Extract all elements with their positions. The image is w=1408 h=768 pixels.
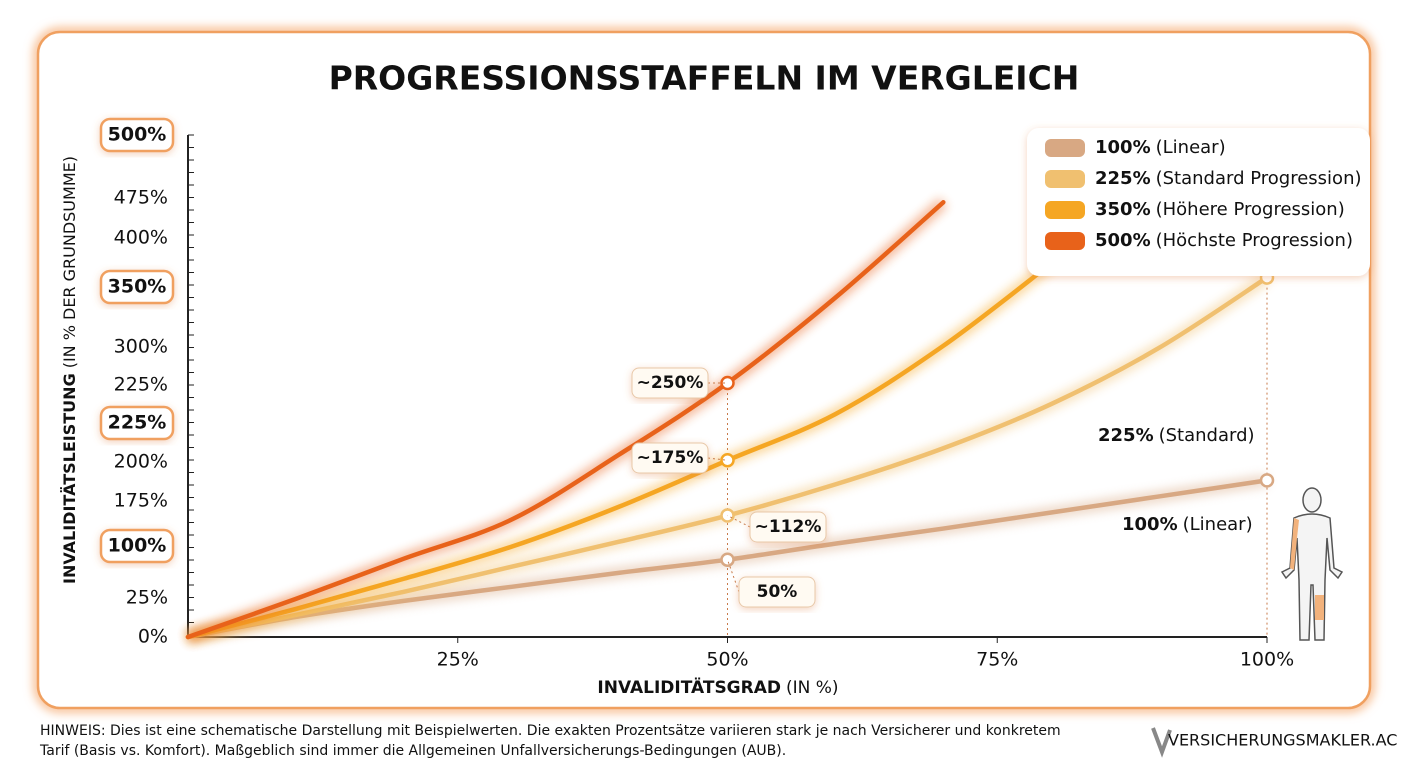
annotation-box	[631, 442, 709, 474]
annotation: ~112%	[755, 517, 822, 537]
point-marker	[720, 375, 735, 391]
legend-swatch	[1045, 232, 1085, 250]
end-label: 225% (Standard)	[1098, 425, 1255, 446]
y-tick-label: 400%	[114, 227, 168, 249]
x-axis-title-part: (IN %)	[786, 678, 839, 698]
end-label-value: 225%	[1098, 425, 1154, 446]
annotation: ~250%	[637, 373, 704, 393]
end-label-text: (Standard)	[1159, 425, 1255, 446]
point-marker	[1259, 473, 1275, 488]
annotation-box	[631, 367, 709, 399]
y-tick-label: 475%	[114, 187, 168, 209]
callout	[727, 559, 740, 593]
y-tick-label: 100%	[108, 535, 167, 557]
annotation-box	[749, 511, 827, 543]
plot: 500% 475% 400% 350% 300% 225% 225% 200% 175% 100%…	[60, 117, 1370, 698]
point-marker	[720, 453, 735, 468]
legend-swatch	[1045, 139, 1085, 157]
legend-name: (Höhere Progression)	[1156, 199, 1345, 220]
legend-entry: 100% (Linear)	[1095, 137, 1226, 158]
legend-box	[1027, 128, 1370, 276]
series-line	[185, 200, 946, 640]
x-axis-title: INVALIDITÄTSGRAD (IN %)	[597, 676, 838, 698]
y-tick-label: 500%	[108, 124, 167, 146]
brand-logo	[1151, 727, 1172, 758]
x-axis-title-part: INVALIDITÄTSGRAD	[597, 676, 781, 698]
callout	[707, 457, 728, 461]
note-line: Tarif (Basis vs. Komfort). Maßgeblich si…	[39, 743, 786, 759]
y-tick-label: 0%	[138, 626, 168, 648]
tick-badge	[99, 117, 175, 153]
legend-entry: 350% (Höhere Progression)	[1095, 199, 1345, 220]
y-tick-label: 225%	[108, 412, 167, 434]
y-tick-label: 25%	[126, 587, 168, 609]
x-tick-label: 75%	[976, 649, 1018, 671]
legend-value: 350%	[1095, 199, 1151, 220]
legend-entry: 225% (Standard Progression)	[1095, 168, 1362, 189]
end-label-value: 100%	[1122, 514, 1178, 535]
legend-name: (Standard Progression)	[1156, 168, 1362, 189]
chart-title: PROGRESSIONSSTAFFELN IM VERGLEICH	[329, 59, 1080, 98]
legend-value: 500%	[1095, 230, 1151, 251]
legend-swatch	[1045, 201, 1085, 219]
end-label-text: (Linear)	[1183, 514, 1253, 535]
y-tick-label: 350%	[108, 276, 167, 298]
callout	[727, 515, 751, 528]
end-label: 100% (Linear)	[1122, 514, 1253, 535]
y-tick-label: 225%	[114, 374, 168, 396]
legend-value: 100%	[1095, 137, 1151, 158]
tick-badge	[99, 405, 175, 441]
x-tick-label: 50%	[706, 649, 748, 671]
annotation-box	[738, 576, 816, 608]
legend-name: (Höchste Progression)	[1156, 230, 1353, 251]
legend-value: 225%	[1095, 168, 1151, 189]
annotation: 50%	[757, 582, 798, 602]
y-tick-label: 300%	[114, 336, 168, 358]
annotation: ~175%	[637, 448, 704, 468]
y-axis-title: INVALIDITÄTSLEISTUNG (IN % DER GRUNDSUMME…	[60, 156, 79, 584]
y-tick-label: 175%	[114, 490, 168, 512]
y-axis-title-part: (IN % DER GRUNDSUMME)	[60, 156, 79, 368]
note-line: HINWEIS: Dies ist eine schematische Dars…	[40, 723, 1061, 739]
tick-badge	[99, 269, 175, 305]
tick-badge	[99, 528, 175, 564]
x-tick-label: 25%	[437, 649, 479, 671]
series-line	[185, 261, 1054, 640]
x-tick-label: 100%	[1240, 649, 1294, 671]
legend-swatch	[1045, 170, 1085, 188]
y-axis-title-part: INVALIDITÄTSLEISTUNG	[60, 373, 79, 584]
brand: VERSICHERUNGSMAKLER.AC	[1168, 731, 1397, 750]
legend-entry: 500% (Höchste Progression)	[1095, 230, 1353, 251]
human-figure	[1280, 487, 1344, 641]
y-tick-label: 200%	[114, 451, 168, 473]
legend-name: (Linear)	[1156, 137, 1226, 158]
point-marker	[720, 552, 735, 567]
